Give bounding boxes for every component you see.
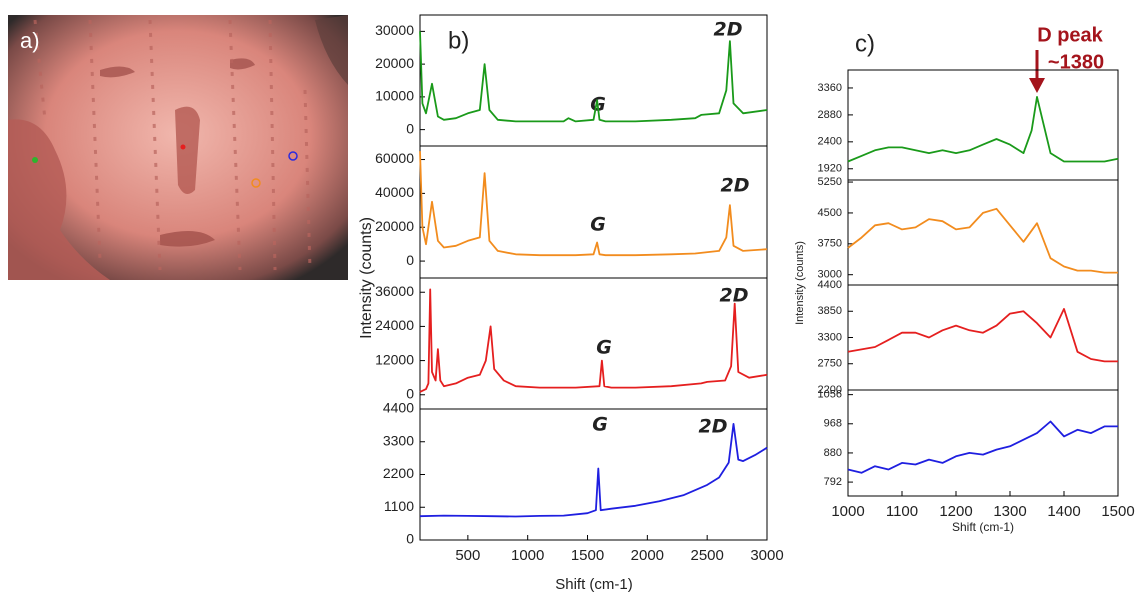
x-tick-label: 2000 bbox=[631, 547, 664, 564]
y-tick-label: 3360 bbox=[818, 82, 842, 94]
annotation: G bbox=[592, 414, 608, 436]
x-tick-label: 1100 bbox=[886, 503, 918, 520]
y-tick-label: 20000 bbox=[375, 218, 414, 234]
y-tick-label: 4400 bbox=[383, 400, 414, 416]
spectrum-line bbox=[847, 96, 1119, 163]
panel-label: a) bbox=[20, 28, 40, 53]
subplot: 0 12000 24000 36000 bbox=[375, 277, 768, 410]
flake-rows bbox=[33, 19, 312, 271]
y-tick-label: 10000 bbox=[375, 88, 414, 104]
spectrum-line bbox=[419, 151, 768, 257]
x-tick-label: 1400 bbox=[1047, 503, 1080, 520]
x-tick-label: 1200 bbox=[939, 503, 972, 520]
x-tick-label: 1500 bbox=[1101, 503, 1134, 520]
y-tick-label: 36000 bbox=[375, 283, 414, 299]
panel-label: c) bbox=[855, 30, 875, 57]
y-tick-label: 30000 bbox=[375, 22, 414, 38]
spectrum-line bbox=[419, 31, 768, 123]
y-tick-label: 0 bbox=[406, 120, 414, 136]
y-tick-label: 0 bbox=[406, 252, 414, 268]
y-tick-label: 3850 bbox=[818, 305, 842, 317]
subplot: 2200 2750 3300 3850 4400 bbox=[818, 279, 1119, 396]
y-tick-label: 20000 bbox=[375, 55, 414, 71]
plot-frame bbox=[419, 145, 768, 279]
flake bbox=[100, 66, 135, 78]
arrow bbox=[1029, 50, 1045, 93]
x-tick-label: 3000 bbox=[750, 547, 783, 564]
x-tick-label: 1000 bbox=[831, 503, 864, 520]
y-tick-label: 880 bbox=[824, 447, 842, 459]
x-axis-label: Shift (cm-1) bbox=[555, 576, 633, 593]
subplot: 0 1100 2200 3300 4400 500 1000 1500 2000 2500 3000 bbox=[383, 400, 784, 564]
x-tick-label: 2500 bbox=[690, 547, 723, 564]
plot-frame bbox=[847, 389, 1119, 497]
marker bbox=[180, 144, 186, 150]
panel-label: b) bbox=[448, 27, 469, 54]
y-tick-label: 0 bbox=[406, 531, 414, 547]
x-tick-label: 500 bbox=[455, 547, 480, 564]
flake bbox=[160, 231, 215, 247]
y-tick-label: 2880 bbox=[818, 109, 842, 121]
y-axis-label: Intensity (counts) bbox=[358, 217, 375, 339]
flake bbox=[175, 106, 200, 194]
y-tick-label: 792 bbox=[824, 476, 842, 488]
annotation: D peak bbox=[1037, 24, 1103, 46]
spectrum-line bbox=[847, 308, 1118, 363]
y-tick-label: 40000 bbox=[375, 184, 414, 200]
dark-edge bbox=[315, 15, 348, 85]
y-tick-label: 1920 bbox=[818, 163, 842, 175]
y-tick-label: 3750 bbox=[818, 238, 842, 250]
y-tick-label: 2200 bbox=[383, 465, 414, 481]
x-tick-label: 1000 bbox=[511, 547, 544, 564]
x-tick-label: 1500 bbox=[571, 547, 604, 564]
subplot: 0 10000 20000 30000 bbox=[375, 14, 768, 147]
y-tick-label: 60000 bbox=[375, 150, 414, 166]
annotation: ~1380 bbox=[1048, 51, 1104, 73]
marker bbox=[288, 151, 298, 161]
annotation: G bbox=[590, 214, 606, 236]
marker bbox=[251, 178, 261, 188]
spectrum-line bbox=[419, 288, 768, 393]
subplot: 0 20000 40000 60000 bbox=[375, 145, 768, 279]
y-tick-label: 1056 bbox=[818, 389, 842, 401]
y-tick-label: 1100 bbox=[384, 498, 414, 514]
y-tick-label: 4400 bbox=[818, 279, 842, 291]
annotation: 2D bbox=[721, 175, 750, 197]
y-tick-label: 3300 bbox=[383, 432, 414, 448]
y-tick-label: 5250 bbox=[818, 176, 842, 188]
spectrum-line bbox=[419, 423, 768, 518]
subplot: 792 880 968 1056 1000 1100 1200 1300 1400 1500 bbox=[818, 389, 1135, 520]
x-axis-label: Shift (cm-1) bbox=[952, 520, 1014, 534]
spectrum-line bbox=[847, 420, 1118, 474]
y-tick-label: 968 bbox=[824, 418, 842, 430]
plot-frame bbox=[847, 69, 1119, 181]
flake bbox=[230, 58, 255, 70]
spectrum-line bbox=[847, 207, 1118, 274]
annotation: G bbox=[596, 337, 612, 359]
y-tick-label: 2750 bbox=[818, 358, 842, 370]
plot-frame bbox=[847, 284, 1119, 391]
annotation: 2D bbox=[699, 416, 728, 438]
annotation: 2D bbox=[720, 285, 749, 307]
y-tick-label: 24000 bbox=[375, 317, 414, 333]
subplot: 1920 2400 2880 3360 bbox=[818, 69, 1119, 181]
x-tick-label: 1300 bbox=[993, 503, 1026, 520]
y-tick-label: 3000 bbox=[818, 269, 842, 281]
y-axis-label: Intensity (counts) bbox=[794, 241, 806, 325]
marker bbox=[32, 157, 38, 163]
y-tick-label: 2200 bbox=[818, 384, 842, 396]
y-tick-label: 0 bbox=[406, 385, 414, 401]
microscope-image: a) bbox=[8, 15, 348, 280]
y-tick-label: 2400 bbox=[818, 136, 842, 148]
subplot: 3000 3750 4500 5250 bbox=[818, 176, 1119, 286]
plot-frame bbox=[847, 179, 1119, 286]
y-tick-label: 4500 bbox=[818, 207, 842, 219]
annotations: G 2D G 2D G 2D G 2D bbox=[590, 19, 749, 438]
plot-frame bbox=[419, 277, 768, 410]
y-tick-label: 12000 bbox=[375, 351, 414, 367]
y-tick-label: 3300 bbox=[818, 331, 842, 343]
annotation: 2D bbox=[714, 19, 743, 41]
